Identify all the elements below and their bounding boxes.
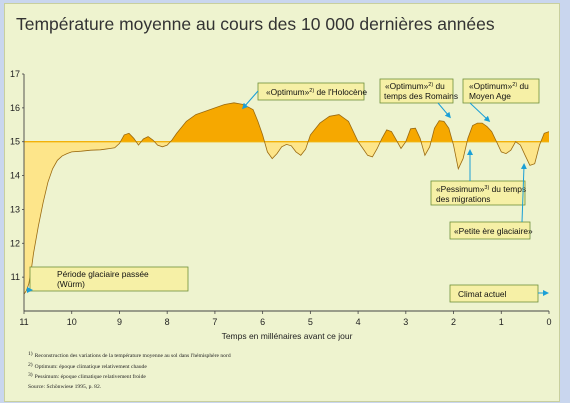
x-tick-label: 2: [451, 317, 456, 327]
footnote-3-sup: 3): [28, 371, 33, 378]
x-tick-label: 3: [403, 317, 408, 327]
annotation-moyen-age-box: [462, 78, 540, 104]
chart-title: Température moyenne au cours des 10 000 …: [16, 14, 495, 34]
x-tick-label: 7: [212, 317, 217, 327]
annotation-holocene-sup: 2): [309, 88, 314, 94]
y-axis-tick-labels: 11 12 13 14 15 16 17: [10, 69, 20, 282]
footnote-1: 1) Reconstruction des variations de la te…: [28, 350, 231, 359]
pointer-romans: [437, 102, 451, 119]
x-tick-label: 11: [19, 317, 28, 327]
pointer-moyen-age: [469, 102, 491, 123]
annotation-climat-actuel: Climat actuel: [449, 284, 539, 303]
footnote-1-text: Reconstruction des variations de la temp…: [35, 353, 231, 359]
footnote-3: 3) Pessimum: époque climatique relativeme…: [28, 371, 146, 380]
annotation-romans-sup: 2): [428, 82, 433, 88]
annotation-petite-ere: «Petite ère glaciaire»: [449, 221, 533, 240]
x-tick-label: 10: [67, 317, 77, 327]
annotation-glacial-line2: (Würm): [57, 279, 85, 289]
annotation-glacial: Période glaciaire passée (Würm): [29, 266, 189, 292]
annotation-pessimum: «Pessimum»3) du temps des migrations: [430, 180, 526, 206]
annotation-pessimum-sup: 3): [484, 185, 489, 191]
x-tick-label: 9: [117, 317, 122, 327]
annotation-moyen-age-text: «Optimum»2) du: [469, 81, 529, 91]
annotation-glacial-box: [29, 266, 189, 292]
annotation-pessimum-text: «Pessimum»3) du temps: [436, 184, 526, 194]
footnote-source: Source: Schönwiese 1995, p. 82.: [28, 384, 102, 390]
annotation-holocene: «Optimum»2) de l'Holocène: [257, 82, 367, 101]
annotation-moyen-age-post: du: [517, 81, 529, 91]
x-axis-label: Temps en millénaires avant ce jour: [222, 331, 353, 341]
x-tick-label: 5: [308, 317, 313, 327]
annotation-romans-line2: temps des Romains: [384, 91, 458, 101]
annotation-moyen-age-sup: 2): [512, 82, 517, 88]
annotation-romans: «Optimum»2) du temps des Romains: [379, 78, 458, 104]
annotation-romans-text: «Optimum»2) du: [385, 81, 445, 91]
x-tick-label: 6: [260, 317, 265, 327]
footnote-2-sup: 2): [28, 361, 33, 368]
y-tick-label: 11: [11, 272, 20, 282]
annotation-romans-post: du: [433, 81, 445, 91]
footnote-2-text: Optimum: époque climatique relativement …: [35, 364, 148, 370]
y-tick-label: 17: [10, 69, 20, 79]
annotation-holocene-text: «Optimum»2) de l'Holocène: [266, 87, 367, 97]
annotation-petite-ere-text: «Petite ère glaciaire»: [454, 226, 533, 236]
annotation-romans-pre: «Optimum»: [385, 81, 429, 91]
temperature-curve: [23, 102, 550, 295]
x-tick-label: 4: [356, 317, 361, 327]
pointer-petite-ere: [520, 163, 527, 223]
x-tick-label: 1: [499, 317, 504, 327]
axes-frame: [22, 73, 550, 314]
y-tick-label: 15: [10, 137, 20, 147]
annotation-pessimum-post: du temps: [489, 184, 526, 194]
pointer-holocene: [242, 90, 259, 110]
footnote-1-sup: 1): [28, 350, 33, 357]
annotation-pessimum-line2: des migrations: [436, 194, 490, 204]
annotation-climat-text: Climat actuel: [458, 289, 507, 299]
x-tick-label: 0: [546, 317, 551, 327]
y-tick-label: 14: [10, 171, 20, 181]
annotation-moyen-age: «Optimum»2) du Moyen Age: [462, 78, 540, 104]
annotation-pointers: [26, 90, 549, 296]
annotation-pessimum-box: [430, 180, 526, 206]
footnote-3-text: Pessimum: époque climatique relativement…: [35, 373, 147, 380]
y-tick-label: 12: [10, 238, 20, 248]
x-axis-tick-labels: 11 10 9 8 7 6 5 4 3 2 1 0: [19, 317, 551, 327]
warm-anomaly-area: [24, 102, 549, 142]
y-tick-label: 13: [10, 204, 20, 214]
annotation-moyen-age-pre: «Optimum»: [469, 81, 513, 91]
annotation-petite-ere-box: [449, 221, 531, 240]
annotation-holocene-pre: «Optimum»: [266, 87, 310, 97]
annotation-pessimum-pre: «Pessimum»: [436, 184, 485, 194]
x-tick-label: 8: [165, 317, 170, 327]
footnote-2: 2) Optimum: époque climatique relativemen…: [28, 361, 147, 370]
y-tick-label: 16: [10, 103, 20, 113]
footnotes: 1) Reconstruction des variations de la te…: [28, 350, 231, 390]
annotation-holocene-post: de l'Holocène: [314, 87, 367, 97]
annotation-glacial-line1: Période glaciaire passée: [57, 269, 149, 279]
annotation-romans-box: [379, 78, 454, 104]
annotation-moyen-age-line2: Moyen Age: [469, 91, 511, 101]
